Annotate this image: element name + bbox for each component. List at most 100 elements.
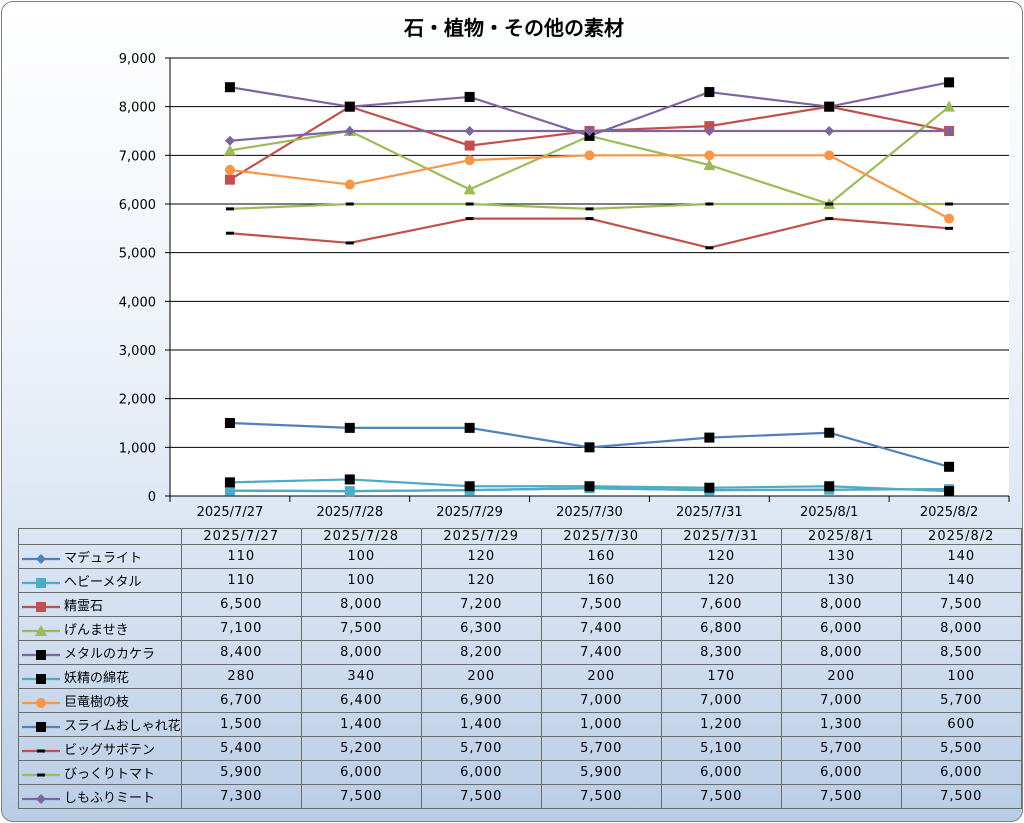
data-point [464,140,475,151]
series-name: しもふりミート [64,791,156,806]
y-tick-label: 2,000 [119,393,156,408]
data-point [344,179,355,190]
series-8 [224,418,955,472]
plot-area: 0 1,000 2,000 3,000 4,000 5,000 6,000 7,000 8,00… [119,52,1010,520]
data-point [705,246,714,250]
series-label-cell: 妖精の綿花 [18,664,182,689]
legend-key-marker [35,624,47,636]
table-corner [18,528,182,545]
series-6 [224,474,955,497]
legend-key [22,721,60,732]
table-cell: 7,300 [180,784,302,809]
table-cell: 5,700 [900,688,1022,713]
y-tick-label: 4,000 [119,295,156,310]
series-name: びっくりトマト [64,767,156,782]
legend-key [22,649,60,660]
legend-key [22,577,60,588]
data-point [464,155,475,166]
table-cell: 120 [420,568,542,593]
legend-key-marker [36,793,46,804]
legend-key-marker [36,577,46,588]
table-cell: 8,500 [900,640,1022,665]
table-cell: 5,400 [180,736,302,761]
legend-key-marker [36,649,46,660]
table-cell: 7,500 [540,592,662,617]
data-point [824,150,835,161]
x-tick-label: 2025/7/28 [316,505,383,520]
table-cell: 120 [660,544,782,569]
table-cell: 170 [660,664,782,689]
table-cell: 6,500 [180,592,302,617]
table-cell: 200 [540,664,662,689]
data-point [225,231,234,235]
y-tick-label: 3,000 [119,344,156,359]
table-header-row: 2025/7/27 2025/7/28 2025/7/29 2025/7/30 2025… [18,528,1022,545]
table-header-cell: 2025/7/27 [180,528,302,545]
y-tick-label: 5,000 [119,247,156,262]
series-label-cell: 精霊石 [18,592,182,617]
series-name: スライムおしゃれ花 [64,719,181,734]
legend-key-marker [36,721,46,732]
data-point [224,135,235,146]
y-tick-label: 9,000 [119,52,156,67]
data-point [824,126,835,136]
table-row: メタルのカケラ 8,400 8,000 8,200 7,400 8,300 8,000 8,5… [18,640,1022,665]
table-cell: 120 [660,568,782,593]
table-row: マデュライト 110 100 120 160 120 130 140 [18,544,1022,569]
data-point [344,474,355,485]
legend-key [22,793,60,804]
table-cell: 7,600 [660,592,782,617]
table-cell: 5,500 [900,736,1022,761]
series-10 [225,202,954,211]
table-header-cell: 2025/7/29 [420,528,542,545]
table-cell: 8,300 [660,640,782,665]
table-header-cell: 2025/8/2 [900,528,1022,545]
table-row: げんませき 7,100 7,500 6,300 7,400 6,800 6,000 8,000 [18,616,1022,641]
table-cell: 7,500 [900,592,1022,617]
table-cell: 130 [780,544,902,569]
table-cell: 1,300 [780,712,902,737]
table-cell: 110 [180,544,302,569]
chart-title: 石・植物・その他の素材 [404,16,624,40]
legend-key-marker [36,553,46,564]
data-point [464,126,475,136]
data-point [585,207,594,211]
data-point [824,427,835,438]
legend-key [22,553,60,564]
table-cell: 5,100 [660,736,782,761]
series-name: 妖精の綿花 [64,671,130,686]
table-cell: 160 [540,544,662,569]
data-point [704,126,715,136]
series-11 [224,126,955,146]
data-point [584,126,595,136]
table-cell: 7,400 [540,640,662,665]
table-cell: 6,000 [900,760,1022,785]
data-point [944,213,955,224]
y-tick-label: 1,000 [119,441,156,456]
table-cell: 100 [300,568,422,593]
table-cell: 5,200 [300,736,422,761]
table-cell: 5,900 [540,760,662,785]
data-point [224,418,235,428]
data-point [465,217,474,221]
table-cell: 8,000 [300,640,422,665]
data-point [224,164,235,175]
series-name: 精霊石 [64,599,104,614]
y-tick-label: 0 [148,490,156,505]
data-point [944,461,955,472]
table-cell: 6,400 [300,688,422,713]
table-cell: 1,500 [180,712,302,737]
x-tick-label: 2025/7/30 [556,505,623,520]
series-label-cell: スライムおしゃれ花 [18,712,182,737]
plot-background [170,58,1009,496]
table-cell: 7,000 [660,688,782,713]
table-header-cell: 2025/7/31 [660,528,782,545]
series-name: ヘビーメタル [64,575,142,590]
table-cell: 7,000 [780,688,902,713]
table-cell: 5,700 [780,736,902,761]
legend-key-marker [37,749,45,752]
table-cell: 7,500 [900,784,1022,809]
table-cell: 160 [540,568,662,593]
table-cell: 6,000 [660,760,782,785]
table-cell: 5,900 [180,760,302,785]
